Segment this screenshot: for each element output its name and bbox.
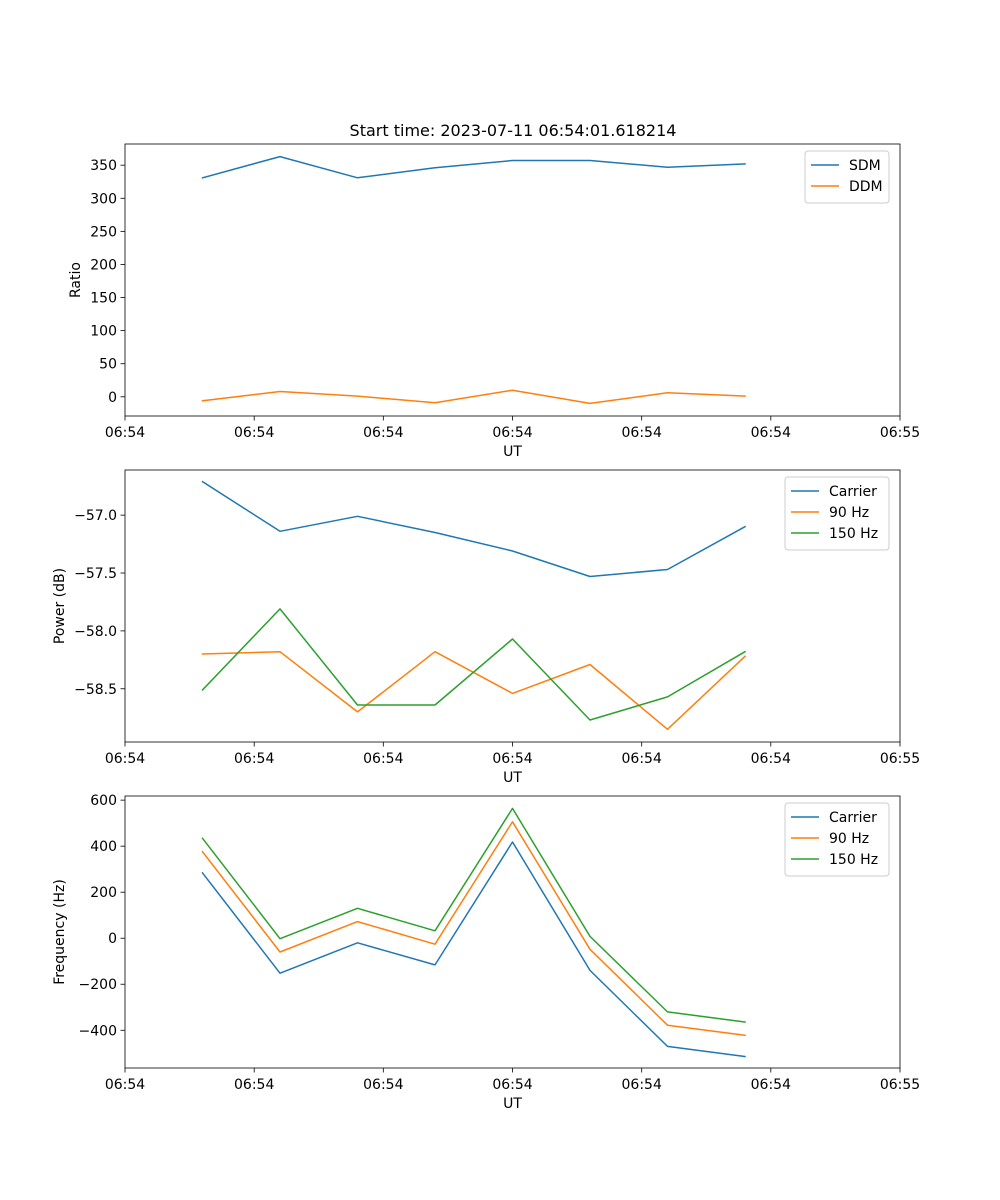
- x-tick-label: 06:54: [105, 751, 145, 767]
- y-tick-label: −200: [79, 977, 117, 993]
- x-tick-label: 06:54: [363, 425, 403, 441]
- x-tick-label: 06:54: [234, 1077, 274, 1093]
- y-tick-label: −58.5: [74, 682, 117, 698]
- y-tick-label: 150: [90, 291, 117, 307]
- x-tick-label: 06:54: [234, 425, 274, 441]
- legend-label: SDM: [849, 158, 881, 174]
- legend-label: 90 Hz: [829, 505, 869, 521]
- y-tick-label: 200: [90, 257, 117, 273]
- x-tick-label: 06:54: [622, 425, 662, 441]
- legend-box: [784, 476, 890, 551]
- series-line-carrier: [201, 841, 746, 1058]
- y-tick-label: 300: [90, 191, 117, 207]
- y-tick-label: 50: [99, 357, 117, 373]
- x-tick-label: 06:54: [751, 1077, 791, 1093]
- y-axis-label: Frequency (Hz): [52, 879, 68, 985]
- y-tick-label: 100: [90, 324, 117, 340]
- x-axis-label: UT: [503, 444, 522, 460]
- y-tick-label: 0: [108, 931, 117, 947]
- x-tick-label: 06:54: [751, 751, 791, 767]
- y-tick-label: −58.0: [74, 624, 117, 640]
- series-line-150-hz: [201, 608, 747, 721]
- legend-label: 150 Hz: [829, 852, 878, 868]
- y-tick-label: 250: [90, 224, 117, 240]
- series-line-90-hz: [201, 650, 747, 731]
- panel-frequency: 06:54 06:54 06:54 06:54 06:54 06:54 06:55 −400 −…: [52, 793, 920, 1112]
- x-tick-label: 06:54: [363, 1077, 403, 1093]
- panel-ratio: 06:54 06:54 06:54 06:54 06:54 06:54 06:55 0 50 10…: [68, 143, 920, 460]
- x-axis-label: UT: [503, 1096, 522, 1112]
- legend-label: 150 Hz: [829, 526, 878, 542]
- x-tick-label: 06:54: [622, 751, 662, 767]
- legend-box: [784, 802, 890, 877]
- legend-label: Carrier: [829, 810, 877, 826]
- series-line-carrier: [201, 480, 747, 578]
- x-tick-label: 06:54: [492, 751, 532, 767]
- x-tick-label: 06:54: [492, 1077, 532, 1093]
- y-tick-label: −400: [79, 1023, 117, 1039]
- legend-label: Carrier: [829, 484, 877, 500]
- axes-frame: [124, 469, 901, 743]
- x-tick-label: 06:54: [622, 1077, 662, 1093]
- series-line-90-hz: [201, 821, 746, 1037]
- y-tick-label: −57.5: [74, 566, 117, 582]
- y-tick-label: 200: [90, 885, 117, 901]
- panel-power: 06:54 06:54 06:54 06:54 06:54 06:54 06:55 −58.5…: [52, 469, 920, 786]
- x-tick-label: 06:55: [880, 425, 920, 441]
- x-tick-label: 06:54: [751, 425, 791, 441]
- y-axis-label: Ratio: [68, 262, 84, 298]
- x-tick-label: 06:54: [105, 1077, 145, 1093]
- x-tick-label: 06:54: [105, 425, 145, 441]
- y-tick-label: 600: [90, 793, 117, 809]
- legend-box: [804, 150, 890, 204]
- x-tick-label: 06:55: [880, 751, 920, 767]
- series-line-150-hz: [201, 807, 746, 1023]
- axes-frame: [124, 143, 901, 417]
- x-tick-label: 06:54: [363, 751, 403, 767]
- y-tick-label: −57.0: [74, 508, 117, 524]
- series-line-ddm: [201, 389, 746, 405]
- legend-label: DDM: [849, 179, 883, 195]
- chart-title: Start time: 2023-07-11 06:54:01.618214: [350, 121, 677, 140]
- y-tick-label: 350: [90, 158, 117, 174]
- y-tick-label: 0: [108, 390, 117, 406]
- x-tick-label: 06:54: [492, 425, 532, 441]
- axes-frame: [124, 795, 901, 1069]
- y-axis-label: Power (dB): [52, 568, 68, 644]
- series-line-sdm: [201, 155, 746, 179]
- y-tick-label: 400: [90, 839, 117, 855]
- legend-label: 90 Hz: [829, 831, 869, 847]
- x-axis-label: UT: [503, 770, 522, 786]
- x-tick-label: 06:55: [880, 1077, 920, 1093]
- x-tick-label: 06:54: [234, 751, 274, 767]
